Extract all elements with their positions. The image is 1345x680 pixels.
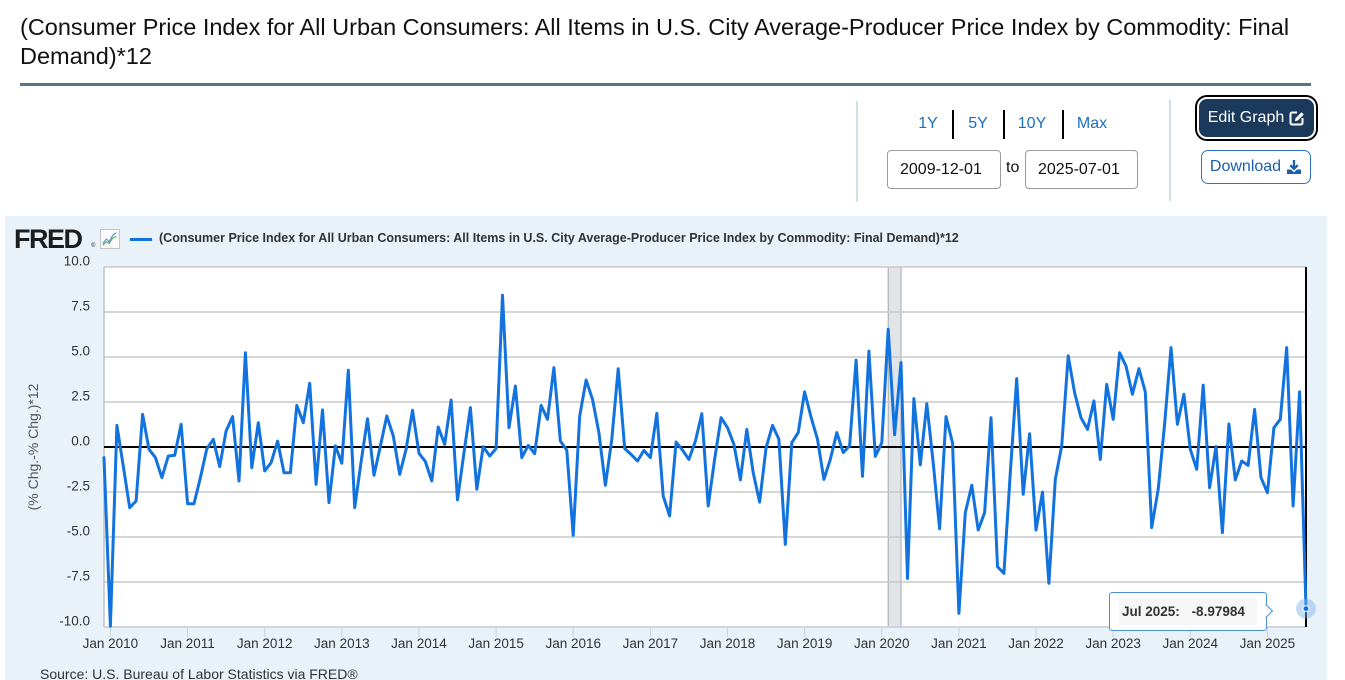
x-tick-label: Jan 2025 xyxy=(1240,636,1296,651)
y-tick-label: -5.0 xyxy=(67,524,90,539)
x-tick-label: Jan 2019 xyxy=(777,636,833,651)
range-max-link[interactable]: Max xyxy=(1076,115,1108,132)
fred-logo[interactable]: FRED xyxy=(14,224,83,254)
x-tick-label: Jan 2023 xyxy=(1085,636,1141,651)
to-label: to xyxy=(1006,159,1020,176)
range-5y-link[interactable]: 5Y xyxy=(968,115,988,132)
x-tick-label: Jan 2015 xyxy=(468,636,524,651)
x-tick-label: Jan 2010 xyxy=(83,636,139,651)
download-icon xyxy=(1286,159,1302,175)
x-tick-label: Jan 2014 xyxy=(391,636,447,651)
range-separator xyxy=(1062,110,1064,139)
x-tick-label: Jan 2022 xyxy=(1008,636,1064,651)
controls-divider-right xyxy=(1169,100,1171,201)
edit-icon xyxy=(1289,110,1305,126)
x-tick-label: Jan 2013 xyxy=(314,636,370,651)
y-tick-label: -7.5 xyxy=(67,569,90,584)
start-date-input[interactable] xyxy=(887,150,1001,189)
legend-series-swatch xyxy=(130,238,152,241)
hover-marker[interactable] xyxy=(1302,605,1310,613)
x-tick-label: Jan 2020 xyxy=(854,636,910,651)
range-separator xyxy=(952,110,954,139)
x-tick-label: Jan 2021 xyxy=(931,636,987,651)
y-tick-label: 7.5 xyxy=(71,299,90,314)
y-tick-label: 10.0 xyxy=(64,254,90,269)
y-axis-title: (% Chg.-% Chg.)*12 xyxy=(25,383,41,510)
end-date-input[interactable] xyxy=(1025,150,1138,189)
y-tick-label: 0.0 xyxy=(71,434,90,449)
edit-graph-button[interactable]: Edit Graph xyxy=(1197,97,1316,139)
x-tick-label: Jan 2024 xyxy=(1163,636,1219,651)
x-tick-label: Jan 2017 xyxy=(623,636,679,651)
download-label: Download xyxy=(1209,158,1282,175)
controls-divider-left xyxy=(856,101,858,202)
registered-mark: ® xyxy=(91,243,96,249)
tooltip-date: Jul 2025: xyxy=(1122,604,1180,619)
edit-graph-label: Edit Graph xyxy=(1207,109,1285,126)
legend-series-label: (Consumer Price Index for All Urban Cons… xyxy=(159,231,959,245)
x-tick-label: Jan 2011 xyxy=(160,636,215,651)
page-title: (Consumer Price Index for All Urban Cons… xyxy=(20,14,1290,69)
title-divider xyxy=(20,83,1311,86)
tooltip-content: Jul 2025: -8.97984 xyxy=(1119,598,1257,625)
series-line[interactable] xyxy=(102,293,1308,628)
y-tick-label: 2.5 xyxy=(71,389,90,404)
tooltip-value: -8.97984 xyxy=(1191,604,1245,619)
range-separator xyxy=(1003,110,1005,139)
range-10y-link[interactable]: 10Y xyxy=(1017,115,1047,132)
source-note: Source: U.S. Bureau of Labor Statistics … xyxy=(40,666,358,680)
y-tick-label: -2.5 xyxy=(67,479,90,494)
y-tick-label: 5.0 xyxy=(71,344,90,359)
x-tick-label: Jan 2012 xyxy=(237,636,293,651)
x-tick-label: Jan 2018 xyxy=(700,636,756,651)
y-tick-label: -10.0 xyxy=(59,614,90,629)
download-button[interactable]: Download xyxy=(1201,150,1311,184)
range-1y-link[interactable]: 1Y xyxy=(918,115,938,132)
fred-graph-icon xyxy=(100,229,120,249)
x-tick-label: Jan 2016 xyxy=(545,636,601,651)
